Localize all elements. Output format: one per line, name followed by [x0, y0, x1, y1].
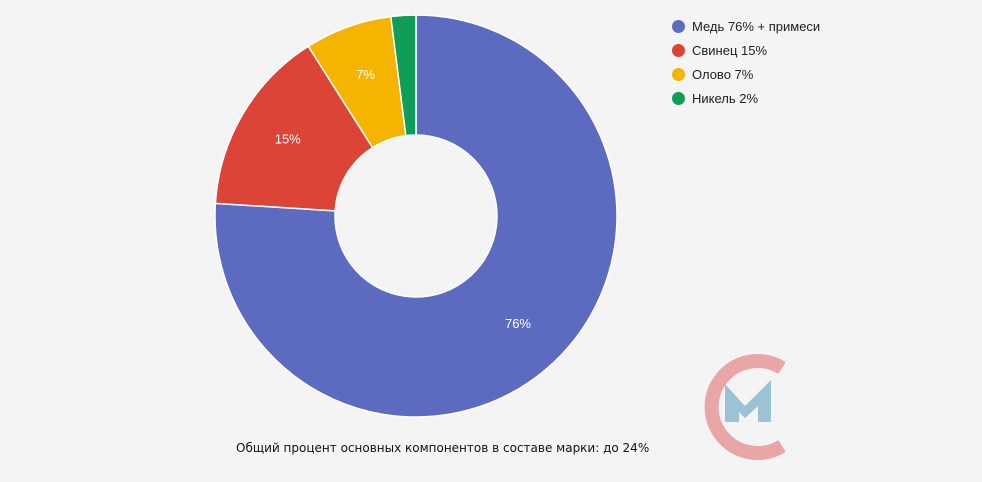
cm-logo-icon: [704, 354, 786, 460]
legend-swatch: [672, 67, 685, 81]
legend-item-nickel: Никель 2%: [672, 86, 820, 110]
legend-swatch: [672, 91, 685, 105]
legend-label: Олово 7%: [692, 66, 754, 82]
legend-item-lead: Свинец 15%: [672, 38, 820, 62]
slice-nickel: [389, 14, 417, 137]
chart-caption: Общий процент основных компонентов в сос…: [236, 441, 650, 455]
legend-swatch: [672, 43, 685, 57]
legend-label: Медь 76% + примеси: [692, 18, 821, 34]
legend-item-tin: Олово 7%: [672, 62, 820, 86]
legend-swatch: [672, 19, 685, 33]
slice-label-copper: 76%: [505, 316, 531, 331]
slice-copper: [214, 14, 618, 418]
legend-label: Никель 2%: [692, 90, 759, 106]
chart-legend: Медь 76% + примеси Свинец 15% Олово 7% Нике…: [672, 14, 820, 110]
slice-label-tin: 7%: [356, 67, 375, 82]
slice-lead: [214, 45, 374, 212]
slice-label-lead: 15%: [275, 132, 301, 147]
legend-item-copper: Медь 76% + примеси: [672, 14, 820, 38]
legend-label: Свинец 15%: [692, 42, 768, 58]
